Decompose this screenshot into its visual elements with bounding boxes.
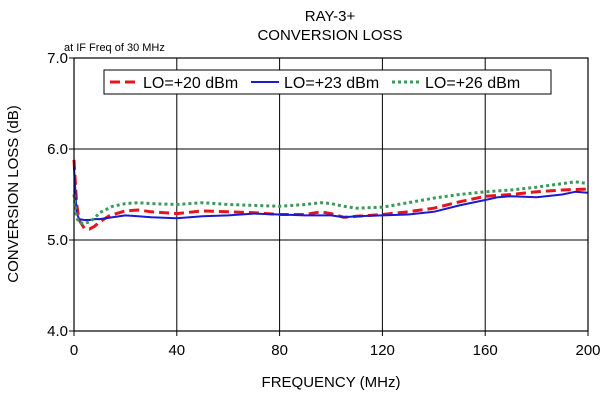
x-axis-title: FREQUENCY (MHz) <box>262 374 401 391</box>
legend-label: LO=+20 dBm <box>143 75 238 92</box>
legend: LO=+20 dBm LO=+23 dBm LO=+26 dBm <box>103 69 552 95</box>
legend-box <box>103 69 552 95</box>
x-axis-ticks: 0 40 80 120 160 200 <box>70 331 601 359</box>
series-line-2 <box>73 167 589 221</box>
x-tick-label: 160 <box>473 342 498 359</box>
x-tick-label: 80 <box>271 342 288 359</box>
x-tick-label: 40 <box>168 342 185 359</box>
series-group <box>72 159 589 231</box>
y-axis-ticks: 4.0 5.0 6.0 7.0 <box>47 50 74 340</box>
y-axis-title: CONVERSION LOSS (dB) <box>5 105 22 283</box>
chart-title: RAY-3+ <box>305 8 356 25</box>
plot-frame <box>73 57 589 332</box>
series-line-3 <box>72 180 589 226</box>
y-tick-label: 5.0 <box>47 232 68 249</box>
legend-label: LO=+23 dBm <box>284 75 379 92</box>
y-tick-label: 6.0 <box>47 141 68 158</box>
y-tick-label: 4.0 <box>47 323 68 340</box>
legend-label: LO=+26 dBm <box>425 75 520 92</box>
chart-subtitle: CONVERSION LOSS <box>257 27 402 44</box>
x-tick-label: 200 <box>575 342 600 359</box>
x-tick-label: 120 <box>370 342 395 359</box>
chart-annotation: at IF Freq of 30 MHz <box>64 42 165 54</box>
x-tick-label: 0 <box>70 342 78 359</box>
y-tick-label: 7.0 <box>47 50 68 67</box>
